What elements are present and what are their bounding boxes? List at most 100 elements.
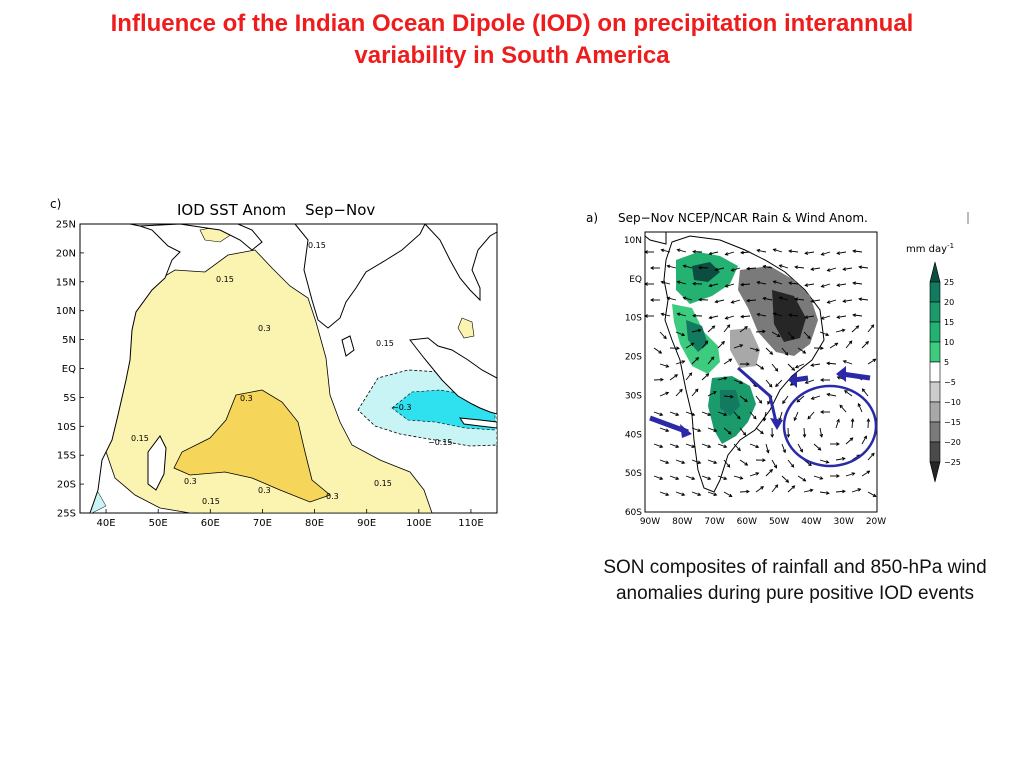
wind-vector-head: [692, 313, 696, 318]
wind-vector: [779, 411, 783, 421]
wind-vector-head: [773, 464, 778, 469]
wind-vector-head: [855, 325, 860, 329]
land-outline: [79, 223, 498, 514]
map-c-lat-labels: 25N 20N 15N 10N 5N EQ 5S 10S 15S 20S 25S: [56, 220, 84, 520]
wind-vector: [775, 379, 783, 387]
map-a-lat-label: 20S: [625, 353, 642, 363]
wind-vector-head: [768, 383, 773, 388]
wind-vector-head: [766, 449, 770, 454]
wind-vector: [795, 266, 805, 269]
colorbar-unit-exp: -1: [947, 242, 954, 250]
wind-vector-head: [724, 316, 729, 320]
wind-vector: [701, 340, 709, 349]
wind-vector: [843, 360, 853, 365]
colorbar-segment: [929, 461, 941, 483]
wind-vector: [723, 395, 733, 398]
wind-vector: [677, 281, 687, 285]
wind-vector-head: [675, 444, 680, 448]
wind-vector-head: [794, 265, 799, 270]
wind-vector-head: [739, 476, 744, 480]
map-c-contour-labels: 0.15 0.3 0.15 0.3 0.15 −0.3 −0.15 0.3 0.15 0.3 0.3…: [131, 241, 453, 506]
wind-vector: [779, 264, 789, 269]
wind-vector-head: [660, 280, 665, 285]
wind-vector-head: [791, 367, 796, 371]
wind-vector: [803, 427, 806, 438]
wind-vector: [835, 457, 845, 461]
wind-vector: [787, 363, 795, 371]
wind-vector-head: [849, 437, 854, 441]
colorbar-segment: [929, 421, 941, 443]
map-a-lat-label: EQ: [629, 275, 642, 285]
wind-vector-head: [825, 460, 830, 464]
colorbar-segment: [929, 301, 941, 323]
wind-vector-head: [810, 363, 815, 367]
wind-vector-head: [712, 391, 717, 395]
wind-vector-head: [826, 268, 831, 272]
wind-vector: [867, 491, 877, 497]
wind-vector-head: [861, 388, 866, 392]
map-c-lat-label: 5N: [62, 335, 76, 346]
wind-vector: [839, 404, 847, 413]
wind-vector: [755, 486, 764, 493]
wind-vector: [659, 491, 669, 496]
wind-vector-head: [746, 298, 750, 303]
wind-vectors: [644, 248, 877, 497]
wind-vector: [795, 298, 805, 301]
wind-vector: [739, 459, 748, 466]
wind-vector-head: [871, 452, 875, 457]
wind-vector: [765, 443, 769, 453]
circulation-arrows: [649, 366, 878, 468]
wind-vector-head: [820, 410, 824, 414]
wind-vector-head: [819, 476, 824, 480]
wind-vector: [691, 388, 699, 397]
wind-vector-head: [694, 388, 699, 393]
wind-vector-head: [852, 313, 857, 317]
contour-label: 0.15: [376, 339, 394, 348]
wind-vector-head: [723, 476, 728, 480]
wind-vector: [723, 324, 730, 333]
wind-vector-head: [730, 300, 735, 304]
wind-vector: [789, 314, 799, 317]
wind-vector: [723, 427, 732, 435]
wind-vector: [669, 374, 678, 381]
wind-vector-head: [691, 476, 696, 480]
wind-vector: [749, 443, 759, 448]
wind-vector: [835, 490, 846, 493]
wind-vector-head: [728, 358, 733, 363]
wind-vector-head: [788, 313, 793, 318]
wind-vector: [731, 299, 741, 303]
wind-vector-head: [852, 281, 857, 285]
wind-vector: [805, 379, 815, 384]
wind-vector: [827, 299, 837, 304]
wind-vector-head: [836, 283, 841, 287]
wind-vector: [739, 326, 748, 333]
map-a-lon-label: 40W: [801, 517, 821, 527]
wind-vector-head: [809, 488, 814, 493]
colorbar-tick-label: −15: [944, 418, 961, 427]
wind-vector-head: [714, 267, 719, 272]
wind-vector-head: [778, 296, 783, 300]
wind-vector: [805, 251, 815, 254]
wind-vector-head: [675, 476, 680, 480]
wind-vector: [827, 267, 837, 272]
wind-vector: [669, 475, 679, 480]
wind-vector: [739, 427, 746, 436]
wind-vector: [757, 313, 767, 317]
wind-vector: [709, 283, 719, 287]
wind-vector-head: [660, 312, 665, 317]
wind-vector: [740, 251, 751, 254]
colorbar-segments: [929, 261, 941, 483]
wind-vector-head: [739, 380, 744, 385]
wind-vector: [749, 411, 757, 420]
wind-vector: [835, 419, 840, 429]
wind-vector-head: [799, 448, 803, 453]
colorbar-segment: [929, 321, 941, 343]
map-c-lat-label: 15N: [56, 277, 76, 288]
map-c-lat-label: 10N: [56, 306, 76, 317]
wind-vector-head: [744, 326, 749, 330]
wind-vector-head: [872, 358, 877, 363]
wind-vector-head: [810, 267, 815, 271]
wind-vector-head: [791, 485, 796, 489]
wind-vector: [755, 330, 766, 333]
wind-vector: [867, 324, 874, 333]
